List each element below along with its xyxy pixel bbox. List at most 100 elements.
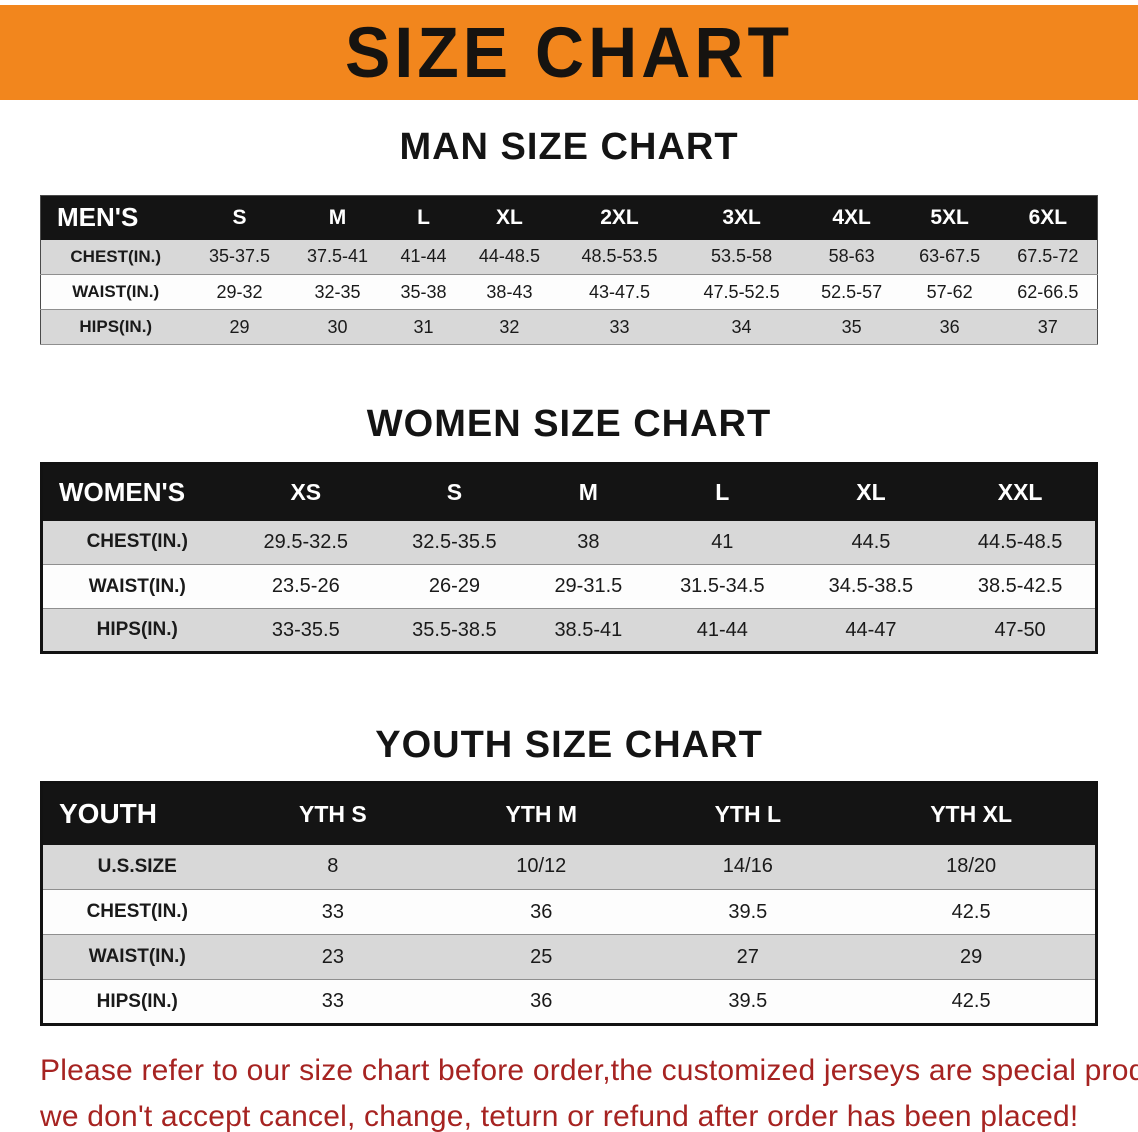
value-cell: 29 [190, 309, 289, 345]
value-cell: 35-38 [386, 274, 461, 310]
value-cell: 23.5-26 [231, 564, 381, 609]
size-header-cell: L [386, 195, 461, 240]
value-cell: 48.5-53.5 [558, 239, 681, 275]
table-row: CHEST(IN.) 33 36 39.5 42.5 [41, 889, 1097, 935]
value-cell: 35.5-38.5 [380, 608, 529, 653]
size-header-cell: YTH L [648, 782, 848, 845]
value-cell: 42.5 [847, 979, 1097, 1025]
row-label-cell: CHEST(IN.) [41, 889, 232, 935]
row-label-cell: CHEST(IN.) [41, 520, 232, 565]
value-cell: 25 [434, 934, 649, 980]
men-size-table: MEN'S S M L XL 2XL 3XL 4XL 5XL 6XL CHEST(IN.) 35-37… [40, 195, 1098, 345]
size-header-cell: 3XL [680, 195, 803, 240]
value-cell: 37.5-41 [288, 239, 387, 275]
value-cell: 43-47.5 [558, 274, 681, 310]
value-cell: 41 [648, 520, 797, 565]
youth-size-table: YOUTH YTH S YTH M YTH L YTH XL U.S.SIZE 8 10/12… [40, 781, 1098, 1026]
value-cell: 31 [386, 309, 461, 345]
table-row: WAIST(IN.) 23 25 27 29 [41, 934, 1097, 980]
value-cell: 32-35 [288, 274, 387, 310]
value-cell: 37 [998, 309, 1098, 345]
table-title-cell: MEN'S [40, 195, 191, 240]
size-header-cell: 4XL [802, 195, 901, 240]
size-header-cell: YTH S [231, 782, 435, 845]
table-title-cell: YOUTH [41, 782, 232, 845]
table-row: CHEST(IN.) 29.5-32.5 32.5-35.5 38 41 44.5 44.5… [41, 520, 1097, 565]
value-cell: 30 [288, 309, 387, 345]
size-header-cell: XS [231, 463, 381, 521]
section-women: WOMEN SIZE CHART WOMEN'S XS S M L XL XXL CHEST(… [0, 403, 1138, 654]
size-header-cell: M [528, 463, 649, 521]
value-cell: 33-35.5 [231, 608, 381, 653]
row-label-cell: WAIST(IN.) [41, 564, 232, 609]
value-cell: 36 [434, 889, 649, 935]
value-cell: 41-44 [648, 608, 797, 653]
size-header-cell: YTH M [434, 782, 649, 845]
size-header-cell: M [288, 195, 387, 240]
value-cell: 32 [460, 309, 559, 345]
value-cell: 29-31.5 [528, 564, 649, 609]
value-cell: 18/20 [847, 844, 1097, 890]
men-section-heading: MAN SIZE CHART [399, 126, 739, 168]
value-cell: 38.5-42.5 [945, 564, 1097, 609]
size-header-cell: S [380, 463, 529, 521]
table-row: WAIST(IN.) 29-32 32-35 35-38 38-43 43-47.5 47.… [40, 274, 1098, 310]
row-label-cell: HIPS(IN.) [41, 608, 232, 653]
value-cell: 36 [434, 979, 649, 1025]
banner: SIZE CHART [0, 5, 1138, 100]
value-cell: 53.5-58 [680, 239, 803, 275]
value-cell: 42.5 [847, 889, 1097, 935]
table-row: U.S.SIZE 8 10/12 14/16 18/20 [41, 844, 1097, 890]
row-label-cell: WAIST(IN.) [40, 274, 191, 310]
value-cell: 27 [648, 934, 848, 980]
value-cell: 31.5-34.5 [648, 564, 797, 609]
value-cell: 33 [231, 889, 435, 935]
section-men: MAN SIZE CHART MEN'S S M L XL 2XL 3XL 4XL 5XL 6XL… [0, 126, 1138, 345]
value-cell: 39.5 [648, 979, 848, 1025]
women-section-heading: WOMEN SIZE CHART [366, 403, 772, 445]
value-cell: 8 [231, 844, 435, 890]
value-cell: 67.5-72 [998, 239, 1098, 275]
value-cell: 47.5-52.5 [680, 274, 803, 310]
row-label-cell: WAIST(IN.) [41, 934, 232, 980]
value-cell: 52.5-57 [802, 274, 901, 310]
disclaimer: Please refer to our size chart before or… [40, 1048, 1138, 1132]
table-row: WAIST(IN.) 23.5-26 26-29 29-31.5 31.5-34.5 34… [41, 564, 1097, 609]
size-header-cell: L [648, 463, 797, 521]
row-label-cell: HIPS(IN.) [40, 309, 191, 345]
value-cell: 26-29 [380, 564, 529, 609]
row-label-cell: U.S.SIZE [41, 844, 232, 890]
row-label-cell: HIPS(IN.) [41, 979, 232, 1025]
women-size-table: WOMEN'S XS S M L XL XXL CHEST(IN.) 29.5-32.5 32.5… [40, 462, 1098, 654]
value-cell: 33 [558, 309, 681, 345]
value-cell: 10/12 [434, 844, 649, 890]
youth-section-heading: YOUTH SIZE CHART [375, 724, 763, 766]
value-cell: 36 [900, 309, 999, 345]
table-row: CHEST(IN.) 35-37.5 37.5-41 41-44 44-48.5 48.5… [40, 239, 1098, 275]
size-header-cell: XL [796, 463, 946, 521]
value-cell: 58-63 [802, 239, 901, 275]
value-cell: 39.5 [648, 889, 848, 935]
value-cell: 62-66.5 [998, 274, 1098, 310]
value-cell: 14/16 [648, 844, 848, 890]
value-cell: 63-67.5 [900, 239, 999, 275]
size-header-cell: S [190, 195, 289, 240]
size-header-cell: XL [460, 195, 559, 240]
table-row: HIPS(IN.) 29 30 31 32 33 34 35 36 37 [40, 309, 1098, 345]
value-cell: 33 [231, 979, 435, 1025]
value-cell: 34.5-38.5 [796, 564, 946, 609]
section-youth: YOUTH SIZE CHART YOUTH YTH S YTH M YTH L YTH… [0, 724, 1138, 1026]
value-cell: 38 [528, 520, 649, 565]
value-cell: 47-50 [945, 608, 1097, 653]
value-cell: 41-44 [386, 239, 461, 275]
value-cell: 57-62 [900, 274, 999, 310]
table-header-row: YOUTH YTH S YTH M YTH L YTH XL [41, 782, 1097, 845]
value-cell: 23 [231, 934, 435, 980]
value-cell: 32.5-35.5 [380, 520, 529, 565]
value-cell: 38.5-41 [528, 608, 649, 653]
table-header-row: WOMEN'S XS S M L XL XXL [41, 463, 1097, 521]
table-title-cell: WOMEN'S [41, 463, 232, 521]
value-cell: 44.5 [796, 520, 946, 565]
value-cell: 44-48.5 [460, 239, 559, 275]
